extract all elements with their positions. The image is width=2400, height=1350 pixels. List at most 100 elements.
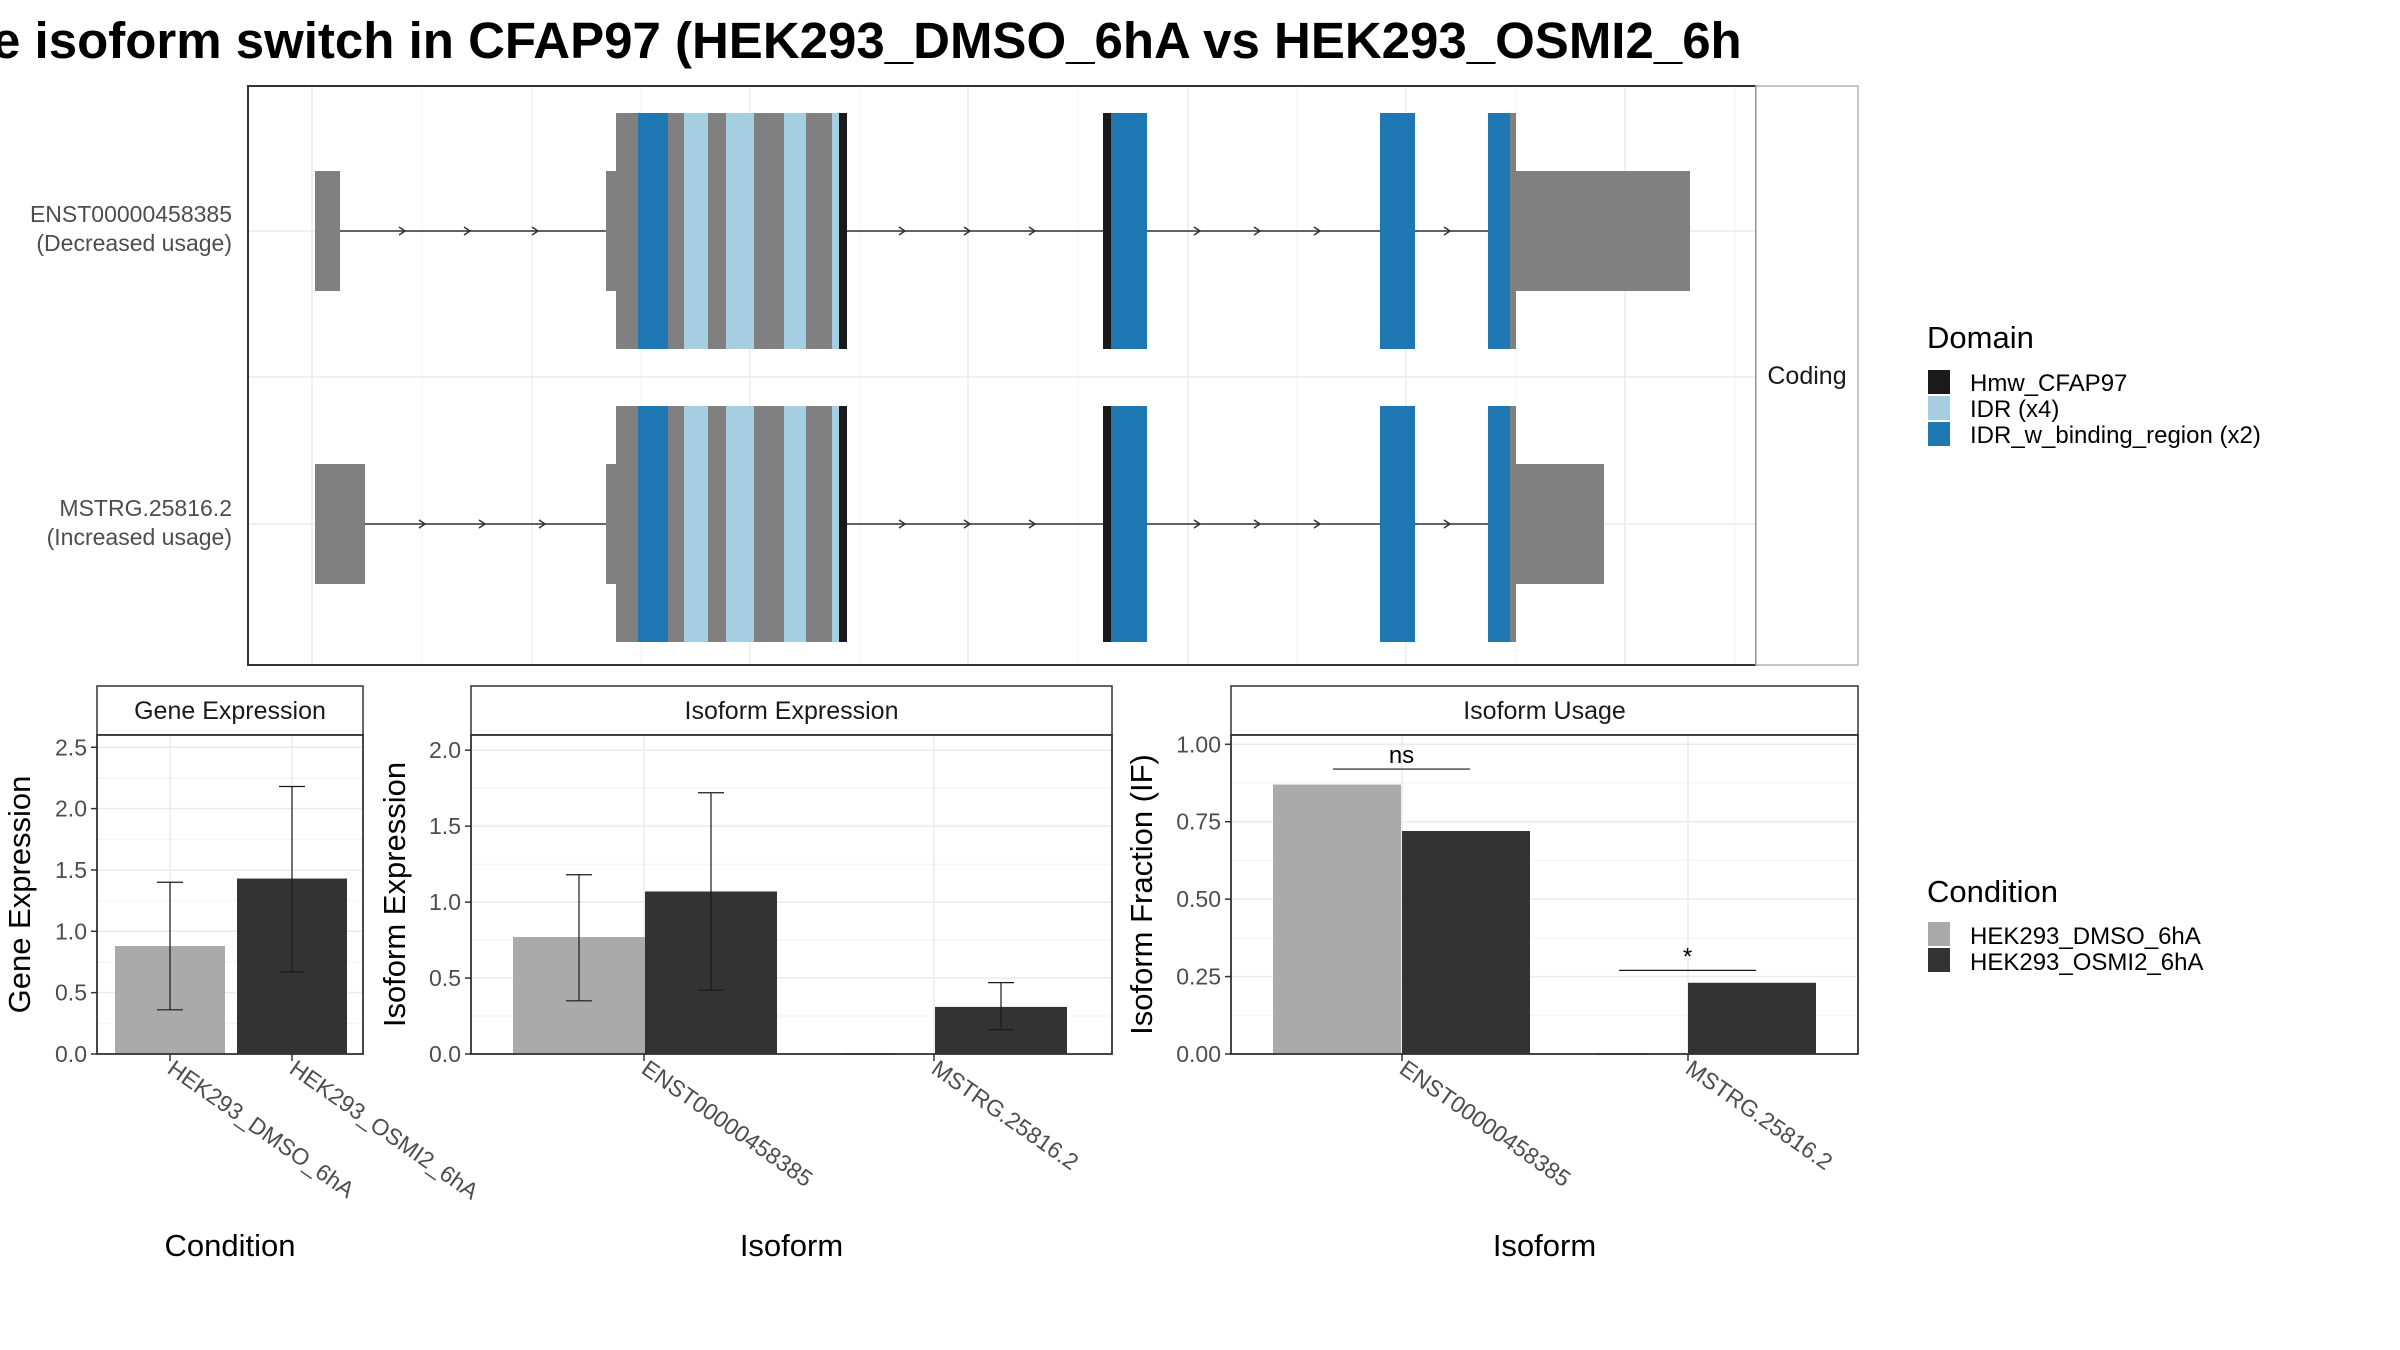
x-tick-label: ENST00000458385: [1395, 1055, 1575, 1192]
intron-direction-arrow: [1193, 226, 1202, 236]
coding-exon-segment: [754, 406, 784, 642]
coding-exon-segment: [708, 113, 726, 349]
x-tick-label: MSTRG.25816.2: [1681, 1055, 1837, 1175]
legend-label-idr-binding: IDR_w_binding_region (x2): [1970, 422, 2261, 449]
utr-exon: [606, 171, 618, 291]
coding-exon-segment: [726, 113, 754, 349]
intron-direction-arrow: [1313, 519, 1322, 529]
y-tick-label: 0.5: [55, 980, 87, 1006]
coding-exon-segment: [839, 113, 847, 349]
coding-exon-segment: [839, 406, 847, 642]
utr-exon: [1516, 171, 1690, 291]
y-tick-label: 2.0: [429, 737, 461, 763]
y-tick-label: 0.75: [1176, 809, 1221, 835]
legend-swatch-idr: [1928, 396, 1950, 420]
isoexp-strip-box: [470, 685, 1113, 736]
intron-direction-arrow: [898, 519, 907, 529]
intron-direction-arrow: [1443, 519, 1452, 529]
coding-exon-segment: [806, 406, 832, 642]
coding-exon-segment: [1510, 406, 1516, 642]
intron-direction-arrow: [1028, 226, 1037, 236]
coding-exon-segment: [754, 113, 784, 349]
coding-exon-segment: [638, 113, 668, 349]
utr-exon: [606, 464, 618, 584]
coding-exon-segment: [1103, 406, 1111, 642]
facet-strip: [1755, 85, 1859, 666]
coding-exon-segment: [1510, 113, 1516, 349]
coding-exon-segment: [668, 406, 684, 642]
condition-legend: Condition HEK293_DMSO_6hA HEK293_OSMI2_6…: [1927, 874, 2203, 976]
significance-label: *: [1683, 943, 1692, 970]
intron-direction-arrow: [963, 226, 972, 236]
legend-label-idr: IDR (x4): [1970, 396, 2059, 423]
isoform-expression-strip-title: Isoform Expression: [685, 697, 899, 725]
isoform-expression-y-axis-title: Isoform Expression: [377, 762, 412, 1027]
domain-legend-title: Domain: [1927, 320, 2034, 355]
intron-direction-arrow: [398, 226, 407, 236]
error-bar: [157, 881, 183, 1011]
coding-exon-segment: [726, 406, 754, 642]
isoform-usage-strip-title: Isoform Usage: [1463, 697, 1626, 725]
intron-direction-arrow: [463, 226, 472, 236]
y-tick-label: 0.5: [429, 965, 461, 991]
error-bar: [279, 785, 305, 973]
facet-strip-label: Coding: [1767, 362, 1846, 390]
domain-legend: Domain Hmw_CFAP97 IDR (x4) IDR_w_binding…: [1927, 320, 2261, 449]
transcript-track: [315, 113, 1690, 349]
isoform-label-2-usage: (Increased usage): [47, 524, 232, 550]
legend-label-hmw-cfap97: Hmw_CFAP97: [1970, 370, 2127, 397]
isoform-usage-x-axis-title: Isoform: [1493, 1228, 1596, 1263]
coding-exon-segment: [784, 113, 806, 349]
coding-exon-segment: [684, 113, 708, 349]
intron-direction-arrow: [1253, 519, 1262, 529]
y-tick-label: 0.00: [1176, 1041, 1221, 1067]
structure-tracks: [315, 113, 1690, 642]
y-tick-label: 1.0: [429, 889, 461, 915]
utr-exon: [315, 171, 340, 291]
utr-exon: [315, 464, 365, 584]
transcript-track: [315, 406, 1604, 642]
legend-swatch-dmso: [1928, 922, 1950, 946]
intron-direction-arrow: [898, 226, 907, 236]
gene-expression-y-axis-title: Gene Expression: [2, 776, 37, 1014]
error-bar: [698, 792, 724, 991]
gene-strip-box: [96, 685, 364, 736]
figure-title: e isoform switch in CFAP97 (HEK293_DMSO_…: [0, 12, 1742, 69]
coding-exon-segment: [1488, 113, 1510, 349]
legend-label-osmi2: HEK293_OSMI2_6hA: [1970, 949, 2203, 976]
coding-exon-segment: [616, 406, 638, 642]
isoform-label-2-id: MSTRG.25816.2: [59, 495, 232, 521]
isoform-usage-y-axis-title: Isoform Fraction (IF): [1124, 754, 1159, 1035]
error-bar: [566, 874, 592, 1002]
gene-panel-border: [96, 734, 364, 1055]
y-tick-label: 0.25: [1176, 964, 1221, 990]
legend-swatch-osmi2: [1928, 948, 1950, 972]
legend-swatch-idr-binding: [1928, 422, 1950, 446]
isoform-expression-x-axis-title: Isoform: [740, 1228, 843, 1263]
significance-label: ns: [1389, 742, 1414, 769]
y-tick-label: 2.0: [55, 796, 87, 822]
y-tick-label: 1.00: [1176, 731, 1221, 757]
transcript-structure-panel: Coding ENST00000458385 (Decreased usage)…: [30, 85, 1859, 666]
coding-exon-segment: [1380, 113, 1415, 349]
coding-exon-segment: [638, 406, 668, 642]
coding-exon-segment: [1103, 113, 1111, 349]
coding-exon-segment: [806, 113, 832, 349]
intron-direction-arrow: [418, 519, 427, 529]
error-bar: [988, 982, 1014, 1031]
y-tick-label: 0.0: [429, 1041, 461, 1067]
usage-panel-border: [1230, 734, 1859, 1055]
y-tick-label: 0.0: [55, 1041, 87, 1067]
coding-exon-segment: [616, 113, 638, 349]
coding-exon-segment: [708, 406, 726, 642]
intron-direction-arrow: [1443, 226, 1452, 236]
legend-swatch-hmw-cfap97: [1928, 370, 1950, 394]
intron-direction-arrow: [1028, 519, 1037, 529]
coding-exon-segment: [668, 113, 684, 349]
coding-exon-segment: [1380, 406, 1415, 642]
utr-exon: [1516, 464, 1604, 584]
coding-exon-segment: [832, 406, 839, 642]
coding-exon-segment: [684, 406, 708, 642]
isoform-expression-panel: 0.0 0.5 1.0 1.5 2.0 ENST00000458385 MSTRG.2581…: [377, 685, 1113, 1263]
